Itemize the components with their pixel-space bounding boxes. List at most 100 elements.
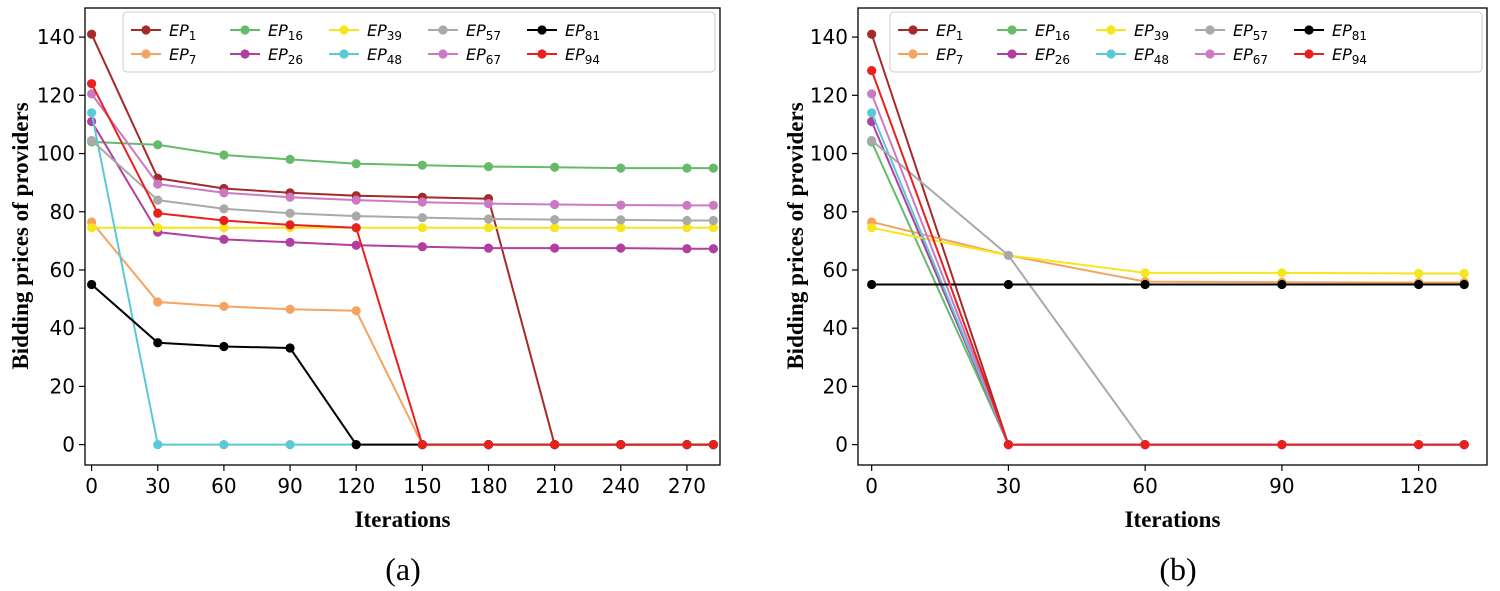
data-point-ep57: [708, 215, 718, 226]
y-tick-label: 20: [50, 374, 75, 398]
data-point-ep48: [285, 440, 295, 450]
legend-marker: [339, 25, 349, 35]
plot-area-frame: [84, 7, 721, 466]
series-ep67: [867, 89, 1469, 450]
data-point-ep94: [87, 79, 97, 89]
legend-label-main: EP: [1134, 45, 1154, 64]
data-point-ep94: [867, 65, 877, 76]
legend-item-ep1: EP1: [898, 21, 963, 43]
legend-marker: [240, 25, 250, 35]
data-point-ep26: [483, 243, 494, 253]
legend-label-subscript: 81: [1352, 29, 1367, 43]
data-point-ep1: [87, 29, 97, 39]
legend-label-subscript: 16: [288, 29, 303, 43]
series-line-ep16: [870, 141, 1465, 446]
legend-label-main: EP: [1035, 21, 1055, 40]
legend-item-ep81: EP81: [527, 21, 600, 43]
data-point-ep81: [1414, 279, 1424, 290]
data-point-ep16: [616, 163, 626, 173]
y-tick-label: 20: [823, 374, 848, 398]
legend-label-subscript: 1: [956, 29, 964, 43]
x-tick-label: 210: [536, 474, 574, 498]
data-point-ep16: [351, 159, 361, 169]
data-point-ep26: [219, 234, 229, 245]
y-tick-label: 0: [62, 433, 75, 457]
legend-label-main: EP: [1332, 45, 1352, 64]
data-point-ep57: [219, 204, 229, 214]
legend-item-ep7: EP7: [898, 45, 963, 67]
data-point-ep1: [867, 29, 877, 39]
legend-marker: [141, 25, 151, 35]
legend-item-ep48: EP48: [1096, 45, 1169, 67]
legend-label-subscript: 57: [486, 29, 501, 43]
plot-area-frame: [857, 7, 1488, 466]
y-tick-label: 120: [810, 83, 848, 107]
data-point-ep16: [550, 162, 560, 172]
legend-item-ep67: EP67: [1195, 45, 1268, 67]
y-axis-title: Bidding prices of providers: [783, 102, 808, 369]
data-point-ep81: [351, 440, 361, 450]
legend-label-subscript: 81: [585, 29, 600, 43]
legend-marker: [908, 25, 918, 35]
x-tick-label: 30: [996, 474, 1021, 498]
legend-marker: [1007, 49, 1017, 59]
legend-item-ep81: EP81: [1294, 21, 1367, 43]
data-point-ep67: [417, 197, 427, 207]
data-point-ep81: [87, 279, 97, 290]
series-ep48: [867, 108, 1469, 450]
legend-label: EP81: [565, 21, 600, 43]
data-point-ep57: [682, 215, 692, 226]
legend-label: EP16: [268, 21, 303, 43]
x-tick-label: 0: [865, 474, 878, 498]
legend-marker: [537, 49, 547, 59]
x-tick-label: 90: [1269, 474, 1294, 498]
x-axis-title: Iterations: [1125, 507, 1221, 532]
data-point-ep26: [351, 240, 361, 250]
legend-marker: [1304, 25, 1314, 35]
legend-label-main: EP: [466, 45, 486, 64]
series-ep1: [867, 29, 1469, 450]
data-point-ep48: [219, 440, 229, 450]
data-point-ep57: [417, 212, 427, 223]
y-tick-label: 0: [835, 433, 848, 457]
data-point-ep81: [1459, 279, 1469, 290]
legend-label-main: EP: [268, 45, 288, 64]
legend-label-main: EP: [565, 21, 585, 40]
series-line-ep39: [871, 226, 1465, 275]
legend-label-subscript: 7: [189, 53, 197, 67]
legend-marker: [537, 25, 547, 35]
legend-label-subscript: 57: [1253, 29, 1268, 43]
data-point-ep16: [219, 150, 229, 160]
data-point-ep7: [351, 306, 361, 316]
legend-item-ep26: EP26: [230, 45, 303, 67]
y-tick-label: 140: [37, 25, 75, 49]
legend-label-main: EP: [565, 45, 585, 64]
data-point-ep48: [153, 440, 163, 450]
data-point-ep57: [153, 195, 163, 205]
legend-label: EP1: [169, 21, 196, 43]
legend-item-ep39: EP39: [1096, 21, 1169, 43]
legend-label-subscript: 26: [1055, 53, 1070, 67]
legend-label: EP1: [936, 21, 963, 43]
data-point-ep67: [616, 200, 626, 210]
legend-marker: [438, 49, 448, 59]
data-point-ep81: [219, 341, 229, 352]
legend-label: EP81: [1332, 21, 1367, 43]
data-point-ep48: [867, 108, 877, 118]
legend-marker: [1205, 49, 1215, 59]
legend-label-main: EP: [1233, 45, 1253, 64]
legend-label-main: EP: [169, 21, 189, 40]
data-point-ep94: [1414, 440, 1424, 450]
y-tick-label: 40: [823, 316, 848, 340]
x-tick-label: 240: [602, 474, 640, 498]
data-point-ep7: [285, 304, 295, 314]
series-ep16: [87, 137, 718, 173]
chart-panel-b: 0 30 60 90 120 0 20 40 60 80 100 120 140 Iterations Bi…: [783, 7, 1488, 587]
data-point-ep39: [87, 223, 97, 233]
series-ep26: [87, 116, 718, 254]
legend-item-ep26: EP26: [997, 45, 1070, 67]
data-point-ep16: [708, 163, 718, 173]
x-tick-label: 150: [403, 474, 441, 498]
data-point-ep81: [153, 338, 163, 348]
